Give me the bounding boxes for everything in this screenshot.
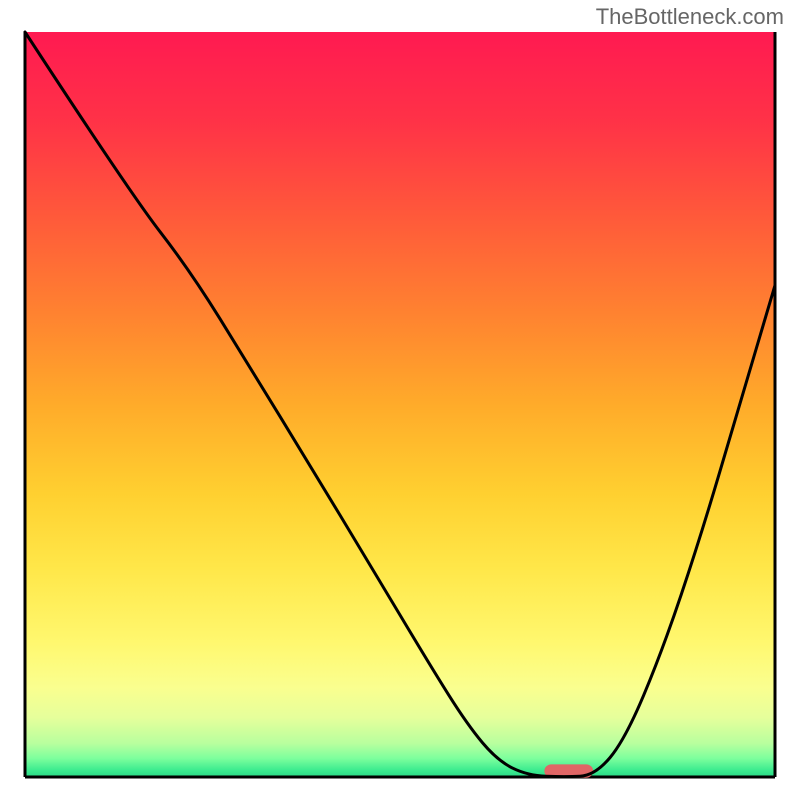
watermark-text: TheBottleneck.com: [596, 4, 784, 30]
chart-container: TheBottleneck.com: [0, 0, 800, 800]
bottleneck-curve-chart: [0, 0, 800, 800]
gradient-background: [25, 32, 775, 777]
